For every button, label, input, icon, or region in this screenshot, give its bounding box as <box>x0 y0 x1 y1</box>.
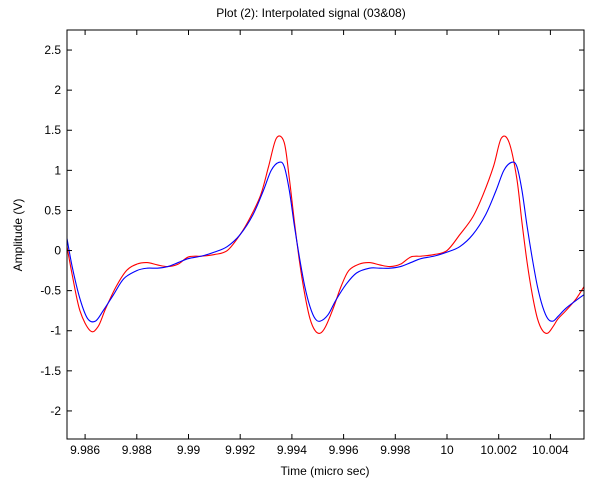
y-axis: 2.5 2 1.5 1 0.5 0 -0.5 -1 -1.5 -2 <box>40 43 584 418</box>
y-tick-label: 1 <box>54 163 61 177</box>
x-tick-label: 9.99 <box>177 443 201 457</box>
series-layer <box>67 135 584 334</box>
x-axis: 9.986 9.988 9.99 9.992 9.994 9.996 9.998 10 10.0… <box>70 30 569 457</box>
y-tick-label: -1 <box>50 324 61 338</box>
x-tick-label: 10 <box>440 443 454 457</box>
y-tick-label: -0.5 <box>40 284 61 298</box>
y-tick-label: -1.5 <box>40 364 61 378</box>
x-tick-label: 10.004 <box>532 443 569 457</box>
y-tick-label: -2 <box>50 404 61 418</box>
x-tick-label: 9.994 <box>277 443 307 457</box>
y-tick-label: 2 <box>54 83 61 97</box>
y-axis-label: Amplitude (V) <box>11 199 25 272</box>
y-tick-label: 1.5 <box>44 123 61 137</box>
y-tick-label: 0 <box>54 244 61 258</box>
series-line-2 <box>67 161 584 323</box>
series-line-1 <box>67 135 584 334</box>
x-tick-label: 9.998 <box>380 443 410 457</box>
x-tick-label: 9.992 <box>225 443 255 457</box>
x-tick-label: 9.996 <box>329 443 359 457</box>
plot-area-frame <box>66 29 585 440</box>
chart-title: Plot (2): Interpolated signal (03&08) <box>216 6 405 20</box>
x-tick-label: 10.002 <box>480 443 517 457</box>
x-tick-label: 9.986 <box>70 443 100 457</box>
y-tick-label: 0.5 <box>44 203 61 217</box>
y-tick-label: 2.5 <box>44 43 61 57</box>
x-tick-label: 9.988 <box>122 443 152 457</box>
x-axis-label: Time (micro sec) <box>281 464 370 478</box>
